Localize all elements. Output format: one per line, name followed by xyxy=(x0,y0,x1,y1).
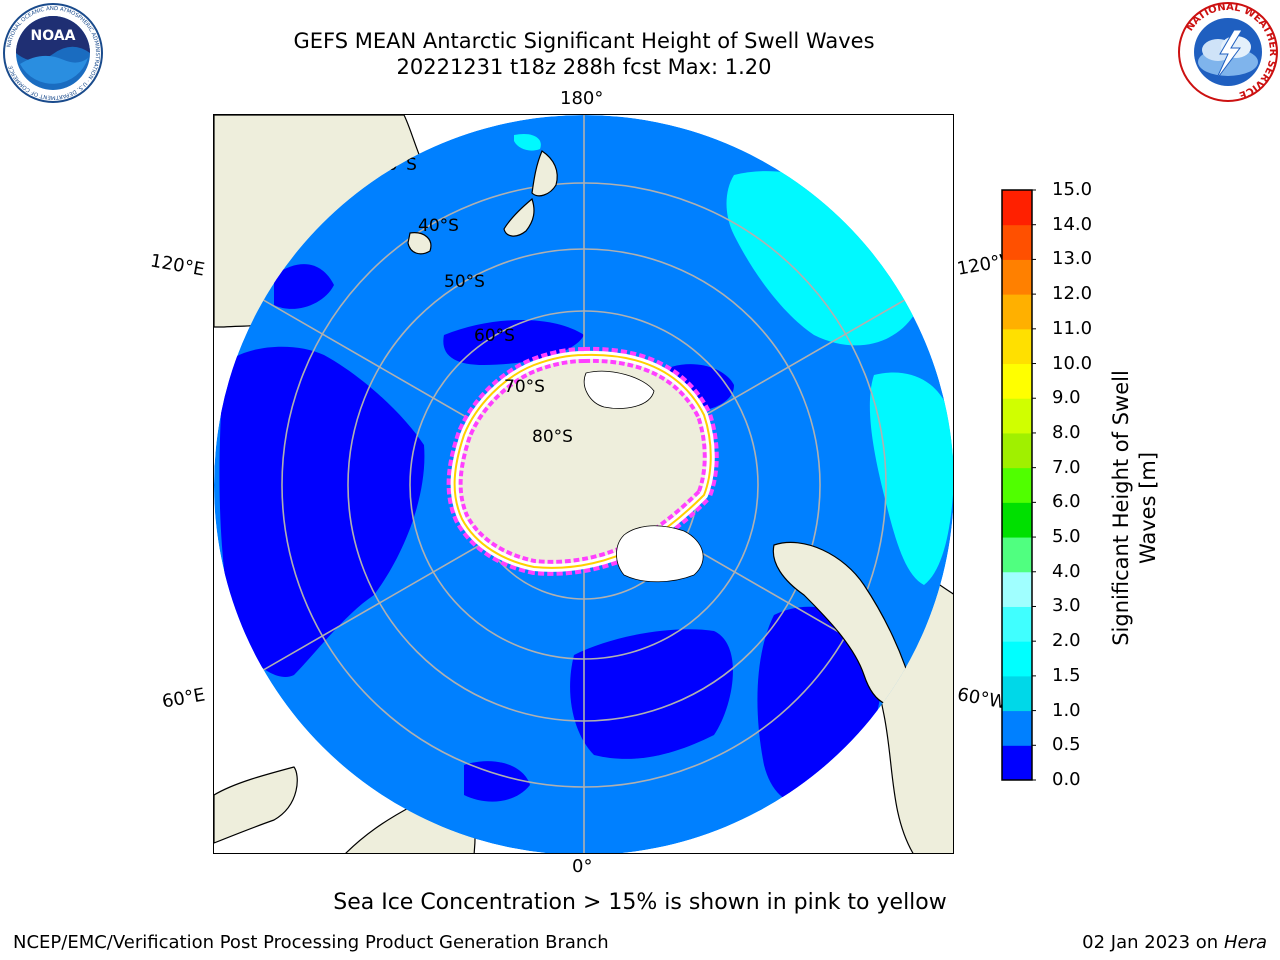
polar-map: 30°S 40°S 50°S 60°S 70°S 80°S xyxy=(213,114,954,854)
sea-ice-caption: Sea Ice Concentration > 15% is shown in … xyxy=(333,890,947,915)
colorbar-band xyxy=(1002,259,1032,295)
chart-subtitle: 20221231 t18z 288h fcst Max: 1.20 xyxy=(396,55,772,79)
colorbar-band xyxy=(1002,745,1032,781)
colorbar-band xyxy=(1002,294,1032,330)
lon-label-60e: 60°E xyxy=(160,684,207,713)
colorbar-label: Significant Height of Swell Waves [m] xyxy=(1104,348,1174,672)
footer-date-prefix: 02 Jan 2023 on xyxy=(1082,932,1224,953)
colorbar-band xyxy=(1002,502,1032,538)
colorbar-tick-label: 1.0 xyxy=(1052,699,1081,721)
colorbar-band xyxy=(1002,190,1032,226)
colorbar-tick-label: 2.0 xyxy=(1052,630,1081,652)
colorbar-tick-label: 6.0 xyxy=(1052,491,1081,513)
colorbar-tick-label: 14.0 xyxy=(1052,213,1093,235)
ross-ice-shelf xyxy=(583,370,655,409)
colorbar-band xyxy=(1002,398,1032,434)
lat-label-80s: 80°S xyxy=(532,427,573,447)
lon-label-120e: 120°E xyxy=(148,250,207,281)
lon-label-0: 0° xyxy=(572,856,593,877)
lon-label-120w: 120°W xyxy=(955,252,1005,280)
noaa-logo-text: NOAA xyxy=(31,28,76,44)
land-new-zealand-south xyxy=(503,197,535,237)
colorbar-frame xyxy=(1001,189,1033,781)
colorbar-band xyxy=(1002,432,1032,469)
lon-label-180: 180° xyxy=(560,88,604,109)
ice-shelves xyxy=(583,370,704,583)
colorbar-tick-label: 5.0 xyxy=(1052,526,1081,548)
footer-host: Hera xyxy=(1223,932,1267,953)
land-tasmania xyxy=(407,232,432,255)
lat-label-60s: 60°S xyxy=(474,326,515,346)
colorbar-tick-label: 0.0 xyxy=(1052,769,1081,790)
colorbar-band xyxy=(1002,641,1032,677)
noaa-logo: NOAA NATIONAL OCEANIC AND ATMOSPHERIC AD… xyxy=(3,3,103,103)
land-africa-corner xyxy=(214,766,298,844)
colorbar xyxy=(1000,188,1038,786)
colorbar-tick-label: 0.5 xyxy=(1052,734,1081,756)
colorbar-band xyxy=(1002,224,1032,260)
colorbar-tick-label: 1.5 xyxy=(1052,664,1081,686)
colorbar-tick-label: 11.0 xyxy=(1052,317,1093,339)
colorbar-tick-label: 4.0 xyxy=(1052,560,1081,582)
colorbar-tick-label: 10.0 xyxy=(1052,352,1093,374)
colorbar-label-line1: Significant Height of Swell xyxy=(1109,370,1133,646)
colorbar-tick-label: 12.0 xyxy=(1052,283,1093,305)
footer-date: 02 Jan 2023 on Hera xyxy=(1082,932,1267,953)
colorbar-band xyxy=(1002,328,1032,365)
sea-ice-ring xyxy=(446,346,719,576)
lon-label-60w: 60°W xyxy=(955,685,1005,713)
colorbar-band xyxy=(1002,467,1032,503)
colorbar-band xyxy=(1002,571,1032,607)
lat-label-70s: 70°S xyxy=(504,377,545,397)
lat-label-50s: 50°S xyxy=(444,272,485,292)
colorbar-band xyxy=(1002,675,1032,712)
colorbar-band xyxy=(1002,537,1032,573)
colorbar-swatches xyxy=(1001,189,1038,781)
weddell-ice-shelf xyxy=(616,525,704,583)
swell-low-zones xyxy=(219,264,882,805)
colorbar-band xyxy=(1002,710,1032,746)
colorbar-tick-label: 15.0 xyxy=(1052,179,1093,200)
land-new-zealand-north xyxy=(531,150,558,197)
footer-credit: NCEP/EMC/Verification Post Processing Pr… xyxy=(13,932,609,953)
nws-logo: NATIONAL WEATHER SERVICE xyxy=(1178,2,1278,102)
lat-label-40s: 40°S xyxy=(418,216,459,236)
colorbar-label-line2: Waves [m] xyxy=(1136,452,1160,564)
colorbar-tick-label: 13.0 xyxy=(1052,248,1093,270)
colorbar-band xyxy=(1002,363,1032,399)
colorbar-tick-label: 3.0 xyxy=(1052,595,1081,617)
colorbar-tick-label: 7.0 xyxy=(1052,456,1081,478)
map-canvas: 30°S 40°S 50°S 60°S 70°S 80°S xyxy=(214,115,953,853)
chart-title: GEFS MEAN Antarctic Significant Height o… xyxy=(293,29,875,53)
colorbar-tick-label: 9.0 xyxy=(1052,387,1081,409)
colorbar-tick-label: 8.0 xyxy=(1052,421,1081,443)
colorbar-band xyxy=(1002,606,1032,642)
